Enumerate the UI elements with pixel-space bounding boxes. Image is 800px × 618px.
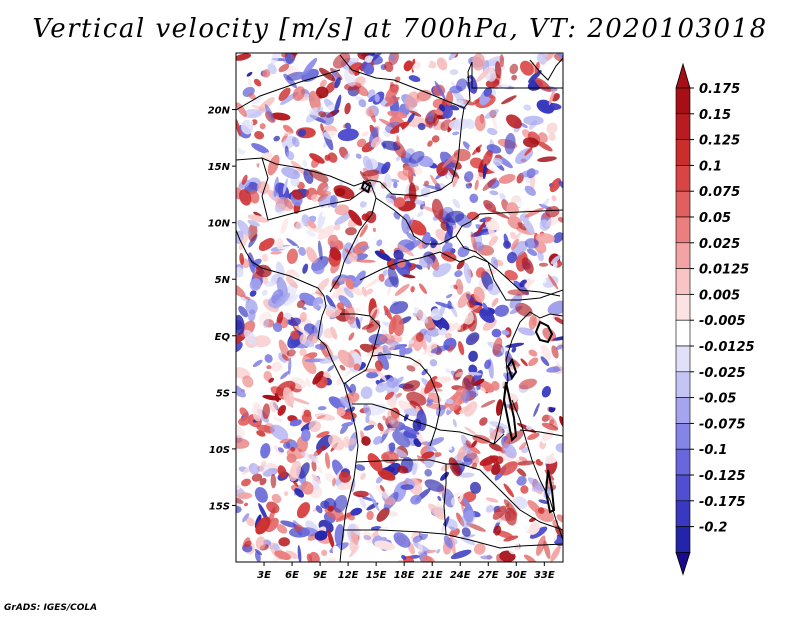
border-niger-nigeria — [261, 157, 371, 221]
colorbar-label: -0.05 — [699, 392, 736, 407]
border-angola-south — [355, 459, 563, 531]
border-sudan — [455, 235, 563, 301]
colorbar-segment — [675, 371, 691, 398]
lake-tanganyika — [502, 381, 518, 443]
colorbar-label: 0.005 — [699, 288, 740, 303]
border-libya — [339, 54, 465, 109]
colorbar-segment — [675, 165, 691, 192]
colorbar-bottom-triangle — [675, 552, 691, 576]
border-drc-west — [371, 353, 441, 447]
colorbar-segment — [675, 216, 691, 244]
colorbar-label: -0.005 — [699, 314, 746, 329]
border-namibia — [344, 529, 563, 549]
lat-tick-label: 15S — [209, 501, 230, 512]
border-angola — [352, 403, 505, 445]
border-lakes — [511, 399, 563, 541]
lon-tick-label: 33E — [534, 570, 555, 581]
lake-malawi — [544, 469, 556, 514]
colorbar-label: -0.175 — [699, 495, 746, 510]
colorbar-label: 0.1 — [699, 159, 722, 174]
border-tanzania — [519, 429, 563, 437]
lake-victoria — [534, 320, 554, 344]
lon-tick-label: 12E — [338, 570, 359, 581]
colorbar-segment — [675, 397, 691, 424]
colorbar-label: 0.025 — [699, 237, 740, 252]
lat-tick-label: EQ — [215, 332, 231, 343]
lat-tick-label: 5N — [215, 275, 231, 286]
lon-tick-label: 15E — [366, 570, 387, 581]
lake-kivu — [506, 357, 518, 381]
colorbar-segment — [675, 423, 691, 450]
colorbar-label: -0.025 — [699, 366, 746, 381]
border-north — [236, 61, 563, 197]
colorbar-segment — [675, 319, 691, 347]
colorbar-segment — [675, 139, 691, 166]
colorbar-label: -0.2 — [699, 521, 727, 536]
border-car-south — [359, 251, 561, 297]
lon-tick-label: 6E — [285, 570, 299, 581]
colorbar-segment — [675, 268, 691, 295]
colorbar-label: -0.1 — [699, 443, 727, 458]
colorbar-segment — [675, 500, 691, 527]
colorbar-top-triangle — [675, 62, 691, 89]
coastline-west-africa — [236, 229, 359, 562]
colorbar-label: 0.0125 — [699, 263, 749, 278]
border-nigeria-cameroon — [329, 181, 377, 293]
colorbar-segment — [675, 190, 691, 218]
border-chad-car — [375, 197, 563, 245]
map-boundaries — [236, 54, 563, 562]
colorbar-label: -0.075 — [699, 417, 746, 432]
border-zambia — [443, 464, 447, 535]
colorbar-label: 0.175 — [699, 82, 740, 97]
colorbar: 0.175 0.15 0.125 0.1 0.075 0.05 0.025 0.0125 0.0… — [675, 62, 755, 576]
lon-tick-label: 24E — [450, 570, 471, 581]
lon-tick-label: 3E — [257, 570, 271, 581]
lat-tick-label: 15N — [208, 162, 231, 173]
border-congo — [340, 313, 381, 385]
lon-tick-label: 9E — [313, 570, 327, 581]
lon-tick-label: 21E — [422, 570, 443, 581]
colorbar-label: -0.125 — [699, 469, 746, 484]
colorbar-segment — [675, 242, 691, 269]
lat-tick-label: 5S — [216, 388, 230, 399]
colorbar-label: 0.05 — [699, 211, 731, 226]
colorbar-label: 0.125 — [699, 134, 740, 149]
border-algeria — [236, 69, 341, 111]
lat-tick-label: 20N — [208, 106, 231, 117]
latitude-axis: 20N 15N 10N 5N EQ 5S 10S 15S — [208, 106, 236, 512]
lon-tick-label: 30E — [506, 570, 527, 581]
longitude-axis: 3E 6E 9E 12E 15E 18E 21E 24E 27E 30E 33E — [257, 562, 555, 581]
colorbar-segment — [675, 526, 691, 553]
map-title: Vertical velocity [m/s] at 700hPa, VT: 2… — [32, 14, 768, 44]
lon-tick-label: 27E — [478, 570, 499, 581]
colorbar-segment — [675, 474, 691, 502]
lat-tick-label: 10S — [209, 445, 230, 456]
colorbar-label: 0.075 — [699, 185, 740, 200]
lake-chad — [360, 180, 372, 194]
grads-credit: GrADS: IGES/COLA — [4, 603, 98, 613]
border-east — [493, 311, 563, 445]
colorbar-segment — [675, 448, 691, 476]
colorbar-segment — [675, 113, 691, 140]
colorbar-segment — [675, 87, 691, 115]
colorbar-label: 0.15 — [699, 108, 731, 123]
map-frame — [235, 52, 564, 563]
colorbar-label: -0.0125 — [699, 340, 755, 355]
colorbar-segment — [675, 294, 691, 321]
colorbar-segment — [675, 345, 691, 373]
coastline-red-sea — [529, 57, 563, 81]
velocity-field — [236, 53, 563, 562]
lon-tick-label: 18E — [394, 570, 415, 581]
lat-tick-label: 10N — [208, 219, 231, 230]
